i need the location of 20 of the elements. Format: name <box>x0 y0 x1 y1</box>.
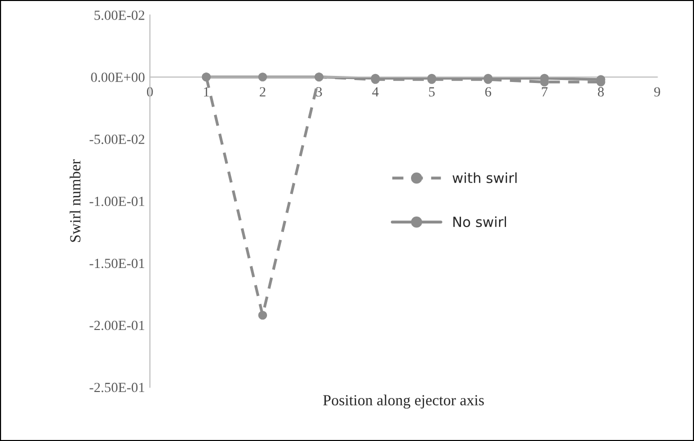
x-tick-label: 6 <box>485 87 492 97</box>
x-tick-label: 7 <box>542 87 548 96</box>
legend-label: No swirl <box>453 216 506 228</box>
x-tick-label: 8 <box>598 87 604 97</box>
y-tick-label: -2.50E-01 <box>90 382 144 392</box>
x-tick-label: 0 <box>146 87 153 97</box>
y-tick-label: 0.00E+00 <box>91 72 145 82</box>
legend-label: with swirl <box>452 172 517 184</box>
y-tick-label: 5.00E-02 <box>94 10 144 20</box>
x-tick-label: 4 <box>372 87 379 96</box>
y-tick-label: -1.00E-01 <box>90 196 144 206</box>
x-tick-label: 2 <box>260 87 266 96</box>
x-axis-title: Position along ejector axis <box>323 394 484 409</box>
y-tick-label: -1.50E-01 <box>90 258 144 268</box>
y-tick-label: -5.00E-02 <box>90 134 144 144</box>
x-tick-label: 5 <box>429 87 435 97</box>
y-axis-title: Swirl number <box>70 159 80 242</box>
y-tick-label: -2.00E-01 <box>90 320 144 330</box>
x-tick-label: 9 <box>654 87 660 97</box>
x-tick-label: 1 <box>204 87 209 96</box>
